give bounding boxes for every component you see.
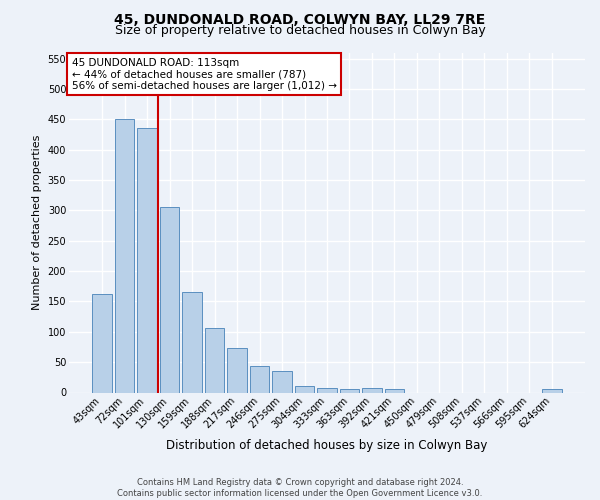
Bar bbox=[385, 390, 404, 392]
Bar bbox=[340, 389, 359, 392]
Bar bbox=[272, 370, 292, 392]
Bar bbox=[295, 386, 314, 392]
Bar bbox=[250, 366, 269, 392]
X-axis label: Distribution of detached houses by size in Colwyn Bay: Distribution of detached houses by size … bbox=[166, 438, 488, 452]
Bar bbox=[205, 328, 224, 392]
Text: 45 DUNDONALD ROAD: 113sqm
← 44% of detached houses are smaller (787)
56% of semi: 45 DUNDONALD ROAD: 113sqm ← 44% of detac… bbox=[71, 58, 337, 91]
Bar bbox=[115, 120, 134, 392]
Text: Contains HM Land Registry data © Crown copyright and database right 2024.
Contai: Contains HM Land Registry data © Crown c… bbox=[118, 478, 482, 498]
Text: Size of property relative to detached houses in Colwyn Bay: Size of property relative to detached ho… bbox=[115, 24, 485, 37]
Text: 45, DUNDONALD ROAD, COLWYN BAY, LL29 7RE: 45, DUNDONALD ROAD, COLWYN BAY, LL29 7RE bbox=[115, 12, 485, 26]
Bar bbox=[227, 348, 247, 393]
Bar bbox=[92, 294, 112, 392]
Y-axis label: Number of detached properties: Number of detached properties bbox=[32, 135, 42, 310]
Bar bbox=[137, 128, 157, 392]
Bar bbox=[182, 292, 202, 392]
Bar bbox=[542, 390, 562, 392]
Bar bbox=[317, 388, 337, 392]
Bar bbox=[160, 206, 179, 392]
Bar bbox=[362, 388, 382, 392]
